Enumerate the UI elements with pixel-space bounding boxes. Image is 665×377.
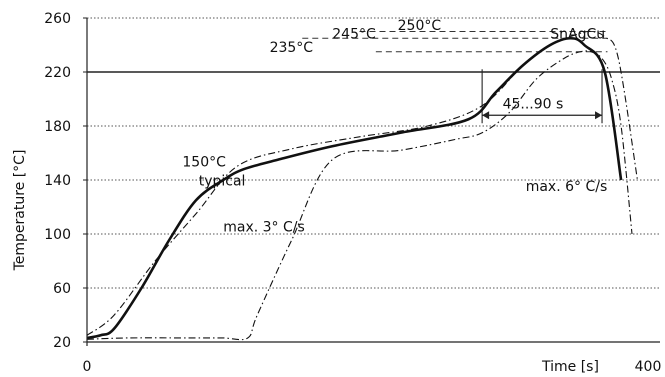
annotation-label: 250°C — [398, 18, 442, 34]
annotation-label: 45...90 s — [503, 96, 564, 112]
annotations: 150°C typical 235°C 245°C 250°C SnAgCu 45...90… — [182, 18, 607, 235]
x-tick-label: 400 — [635, 359, 662, 375]
annotation-label: 235°C — [270, 40, 314, 56]
lower-limit-line — [86, 50, 633, 341]
annotation-label: typical — [199, 173, 246, 189]
upper-limit-line — [86, 30, 638, 336]
series-lines — [86, 30, 638, 341]
x-tick-label: 0 — [83, 359, 92, 375]
y-axis-label: Temperature [°C] — [12, 150, 28, 272]
typical-profile-line — [86, 36, 623, 340]
annotation-label: 150°C — [182, 155, 226, 171]
axes — [83, 17, 660, 346]
tick-labels: 20 60 100 140 180 220 260 0 400 — [44, 11, 661, 375]
annotation-label: max. 3° C/s — [223, 219, 305, 235]
annotation-label: max. 6° C/s — [526, 179, 608, 195]
annotation-label: SnAgCu — [550, 26, 605, 42]
y-tick-label: 20 — [53, 335, 71, 351]
reference-lines — [87, 31, 660, 124]
y-tick-label: 60 — [53, 281, 71, 297]
interval-arrowhead-right — [595, 111, 603, 120]
x-axis-label: Time [s] — [541, 359, 599, 375]
interval-arrowhead-left — [482, 111, 490, 120]
y-tick-label: 140 — [44, 173, 71, 189]
annotation-label: 245°C — [332, 26, 376, 42]
y-tick-label: 180 — [44, 119, 71, 135]
y-tick-label: 220 — [44, 65, 71, 81]
y-tick-label: 260 — [44, 11, 71, 27]
y-tick-label: 100 — [44, 227, 71, 243]
